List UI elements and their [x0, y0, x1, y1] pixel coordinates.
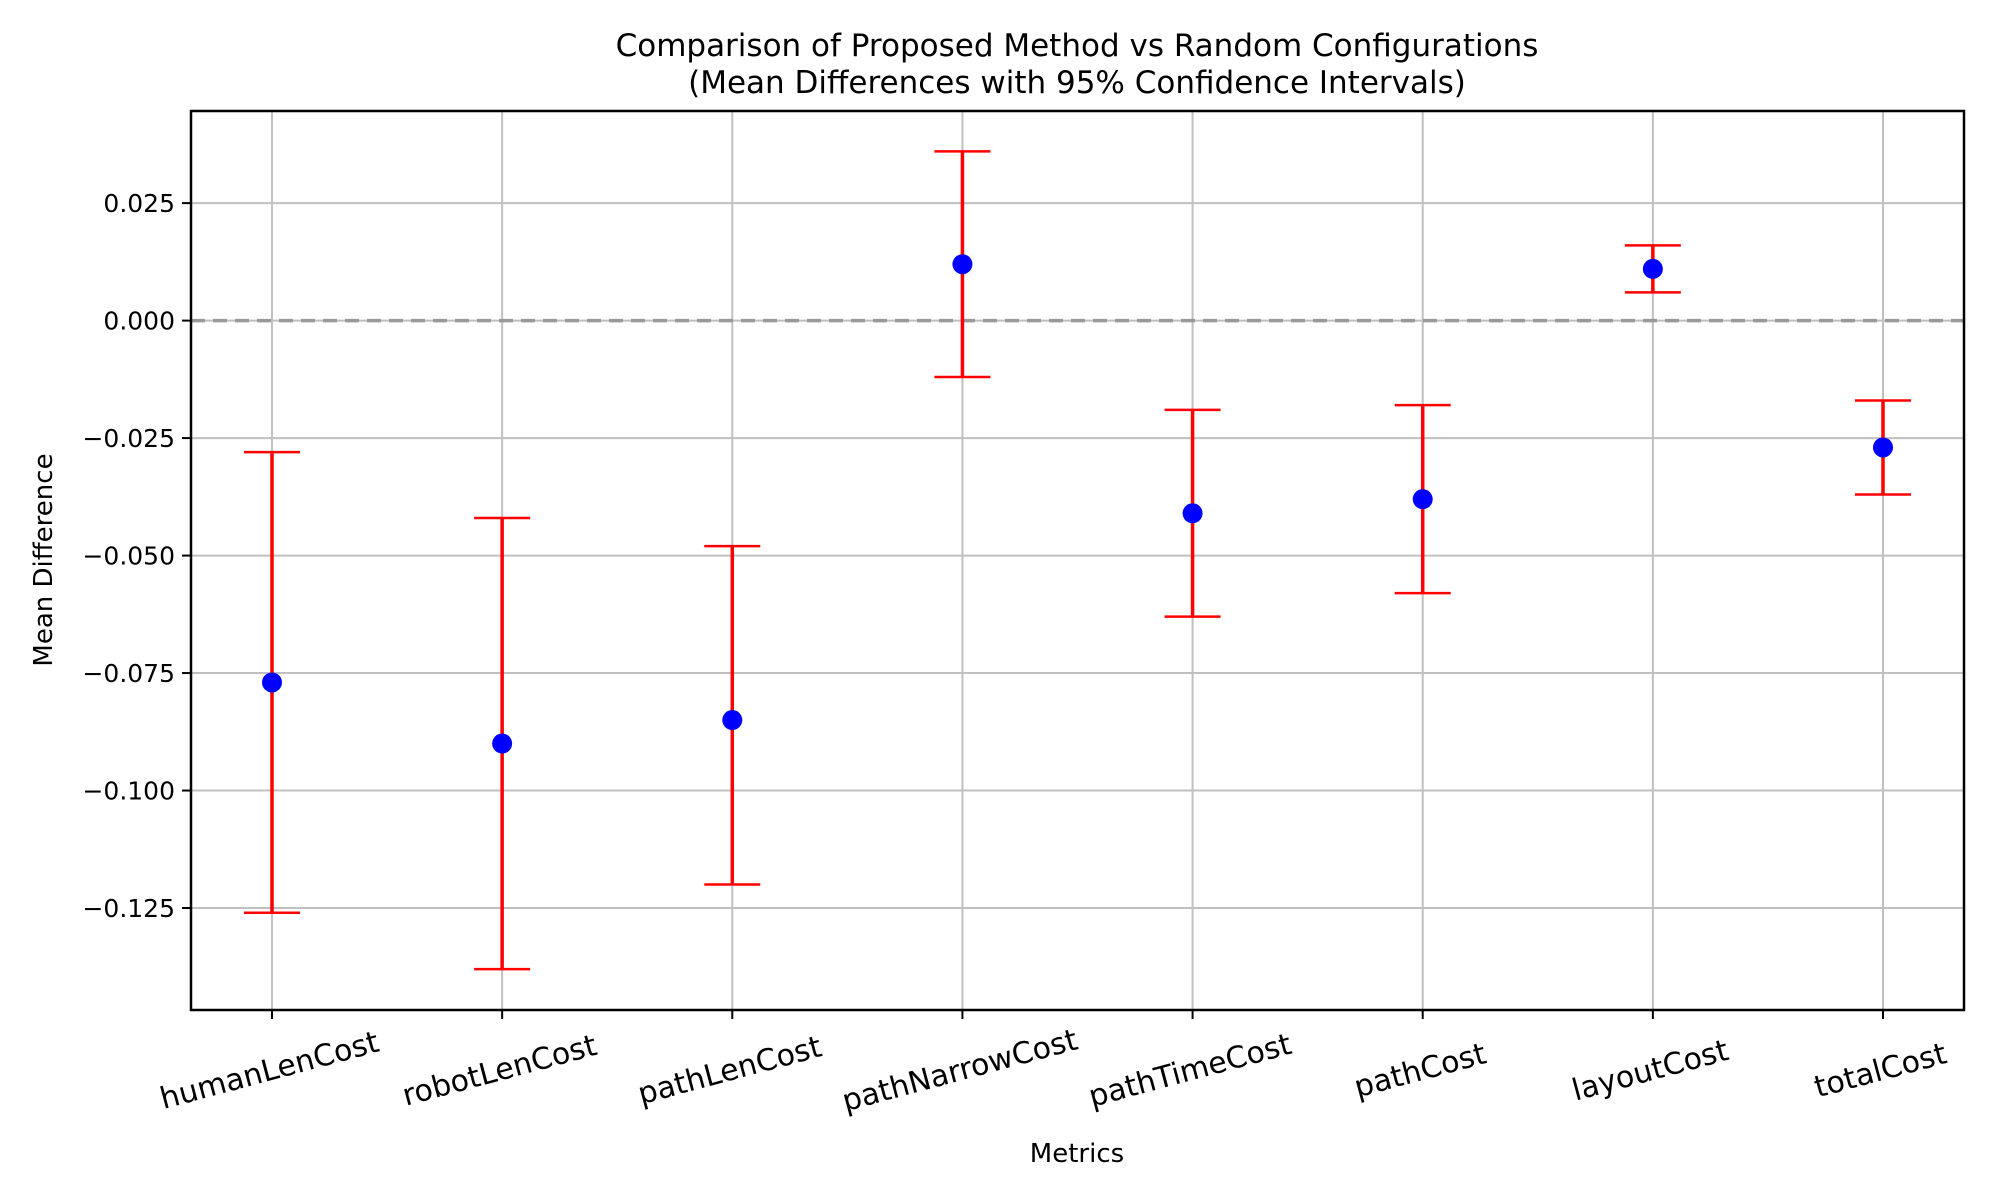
errorbar-pathLenCost: [704, 544, 761, 886]
chart-subtitle: (Mean Differences with 95% Confidence In…: [688, 65, 1466, 101]
y-axis-ticks: 0.025 0.000 −0.025 −0.050 −0.075 −0.100 −0.125: [82, 189, 191, 923]
x-tick-label-humanLenCost: humanLenCost: [156, 1025, 383, 1117]
errorbar-humanLenCost: [244, 450, 300, 914]
mean-point: [1412, 489, 1433, 510]
errorbar-totalCost: [1855, 399, 1911, 496]
y-tick-label: −0.075: [82, 659, 175, 688]
grid-lines: [191, 111, 1964, 1010]
mean-point: [1873, 437, 1893, 458]
x-tick-label-totalCost: totalCost: [1811, 1036, 1951, 1105]
mean-point: [952, 254, 973, 275]
x-tick-label-layoutCost: layoutCost: [1568, 1033, 1732, 1108]
chart-title: Comparison of Proposed Method vs Random …: [616, 28, 1539, 64]
errorbar-layoutCost: [1624, 244, 1681, 294]
y-tick-label: −0.050: [82, 542, 175, 571]
mean-point: [492, 733, 513, 754]
mean-point: [1182, 503, 1203, 524]
x-tick-label-pathTimeCost: pathTimeCost: [1085, 1027, 1296, 1115]
x-tick-label-pathCost: pathCost: [1351, 1036, 1491, 1105]
y-tick-label: −0.100: [82, 777, 175, 806]
x-tick-label-robotLenCost: robotLenCost: [399, 1028, 601, 1114]
mean-point: [1642, 258, 1663, 279]
mean-point: [722, 710, 743, 731]
errorbar-pathNarrowCost: [934, 150, 991, 379]
x-axis-ticks: humanLenCost robotLenCost pathLenCost pathN…: [156, 1010, 1951, 1120]
errorbar-robotLenCost: [474, 516, 531, 971]
x-tick-label-pathNarrowCost: pathNarrowCost: [839, 1023, 1082, 1120]
errorbar-series: [244, 150, 1911, 971]
mean-point: [262, 672, 282, 693]
y-tick-label: −0.125: [82, 894, 175, 923]
plot-frame: [189, 109, 1966, 1012]
x-axis-label: Metrics: [1030, 1139, 1124, 1169]
y-tick-label: −0.025: [82, 424, 175, 453]
errorbar-pathTimeCost: [1164, 408, 1221, 618]
x-tick-label-pathLenCost: pathLenCost: [634, 1029, 825, 1112]
y-axis-label: Mean Difference: [29, 453, 59, 666]
y-tick-label: 0.000: [103, 307, 175, 336]
y-tick-label: 0.025: [103, 189, 175, 218]
errorbar-pathCost: [1394, 403, 1451, 595]
